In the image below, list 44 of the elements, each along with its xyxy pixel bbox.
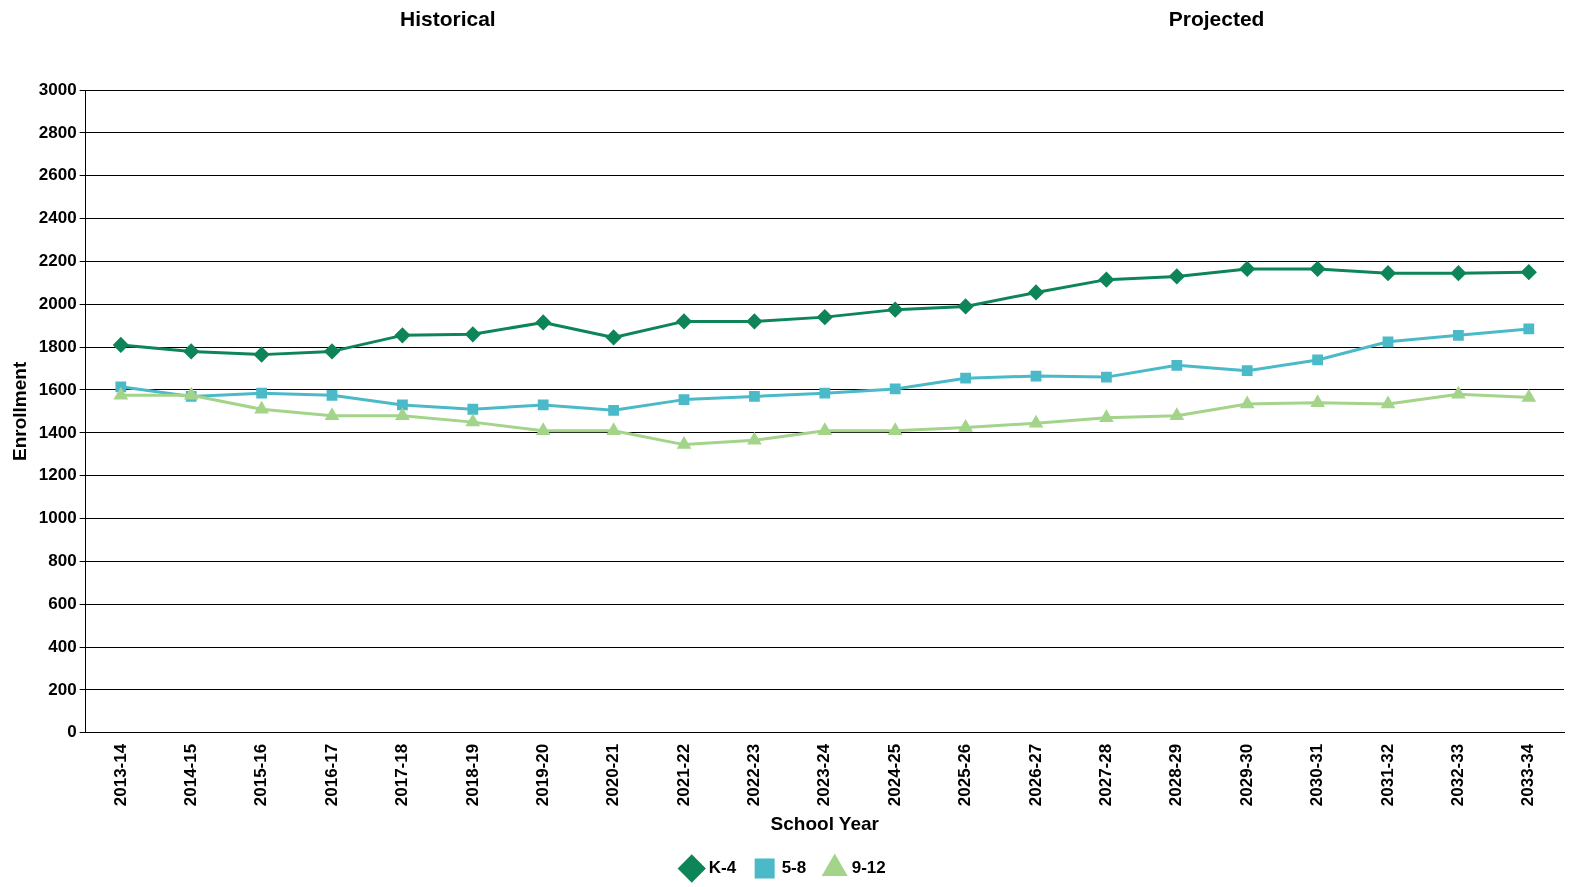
x-tick-label: 2015-16 [251,743,271,807]
y-tick-label: 600 [48,593,77,613]
y-tick-label: 800 [48,551,77,571]
y-tick-label: 3000 [38,79,77,99]
x-tick-label: 2026-27 [1025,743,1045,807]
y-tick-label: 2400 [38,208,77,228]
text: Projected [1168,6,1265,30]
legend-label: 9-12 [851,858,886,878]
x-tick-label: 2029-30 [1236,743,1256,807]
y-tick-label: 2800 [38,122,77,142]
x-tick-label: 2013-14 [110,743,130,807]
y-tick-label: 1800 [38,336,77,356]
y-tick-label: 1200 [38,465,77,485]
y-tick-label: 0 [67,722,77,742]
x-tick-label: 2028-29 [1166,743,1186,807]
x-tick-label: 2014-15 [180,743,200,807]
x-tick-label: 2016-17 [321,743,341,807]
x-tick-label: 2027-28 [1096,743,1116,807]
x-tick-label: 2032-33 [1448,743,1468,807]
text: Historical [399,6,496,30]
x-tick-label: 2021-22 [673,743,693,807]
y-tick-label: 2000 [38,293,77,313]
x-tick-label: 2025-26 [955,743,975,807]
x-tick-label: 2023-24 [814,743,834,807]
x-tick-label: 2017-18 [392,743,412,807]
legend-label: 5-8 [781,858,807,878]
y-tick-label: 1600 [38,379,77,399]
y-tick-label: 2200 [38,251,77,271]
y-tick-label: 1400 [38,422,77,442]
y-tick-label: 2600 [38,165,77,185]
x-tick-label: 2020-21 [603,743,623,807]
x-tick-label: 2030-31 [1307,743,1327,807]
x-tick-label: 2019-20 [532,743,552,807]
x-tick-label: 2022-23 [744,743,764,807]
y-tick-label: 1000 [38,508,77,528]
x-tick-label: 2018-19 [462,743,482,807]
x-axis-title: School Year [770,812,880,834]
x-tick-label: 2031-32 [1377,743,1397,807]
y-tick-label: 400 [48,636,77,656]
legend-label: K-4 [708,858,737,878]
y-tick-label: 200 [48,679,77,699]
y-axis-title: Enrollment [8,361,30,462]
x-tick-label: 2033-34 [1518,743,1538,807]
x-tick-label: 2024-25 [884,743,904,807]
